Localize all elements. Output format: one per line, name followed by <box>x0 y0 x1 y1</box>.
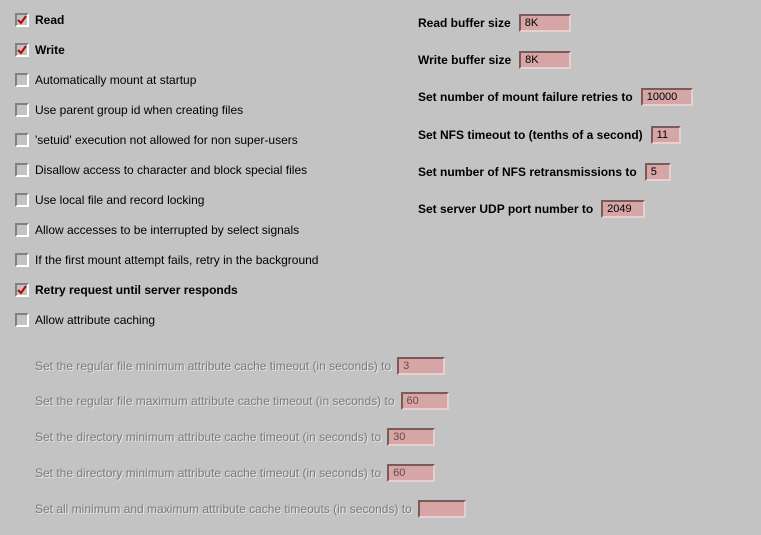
checkbox-write[interactable] <box>15 43 29 57</box>
row-reg-max: Set the regular file maximum attribute c… <box>35 390 449 412</box>
input-dir-min2[interactable]: 60 <box>387 464 435 482</box>
checkbox-row-intr: Allow accesses to be interrupted by sele… <box>15 220 299 240</box>
checkbox-row-retry: Retry request until server responds <box>15 280 238 300</box>
checkbox-label-attrcache: Allow attribute caching <box>35 313 155 327</box>
input-mount-retries[interactable]: 10000 <box>641 88 693 106</box>
label-dir-min: Set the directory minimum attribute cach… <box>35 430 381 444</box>
checkbox-parent-gid[interactable] <box>15 103 29 117</box>
input-udp-port[interactable]: 2049 <box>601 200 645 218</box>
checkbox-retry[interactable] <box>15 283 29 297</box>
checkbox-intr[interactable] <box>15 223 29 237</box>
checkbox-label-retry: Retry request until server responds <box>35 283 238 297</box>
checkbox-row-automount: Automatically mount at startup <box>15 70 196 90</box>
input-write-buffer[interactable]: 8K <box>519 51 571 69</box>
row-all-timeouts: Set all minimum and maximum attribute ca… <box>35 498 466 520</box>
checkbox-row-read: Read <box>15 10 64 30</box>
checkbox-row-setuid: 'setuid' execution not allowed for non s… <box>15 130 298 150</box>
checkbox-read[interactable] <box>15 13 29 27</box>
checkbox-label-nodev: Disallow access to character and block s… <box>35 163 307 177</box>
nfs-options-panel: Read Write Automatically mount at startu… <box>0 0 761 535</box>
row-dir-min: Set the directory minimum attribute cach… <box>35 426 435 448</box>
checkbox-row-write: Write <box>15 40 65 60</box>
checkbox-label-locking: Use local file and record locking <box>35 193 204 207</box>
checkbox-setuid[interactable] <box>15 133 29 147</box>
input-reg-min[interactable]: 3 <box>397 357 445 375</box>
row-reg-min: Set the regular file minimum attribute c… <box>35 355 445 377</box>
input-read-buffer[interactable]: 8K <box>519 14 571 32</box>
row-write-buffer: Write buffer size 8K <box>418 49 571 71</box>
checkbox-label-parent-gid: Use parent group id when creating files <box>35 103 243 117</box>
checkbox-row-attrcache: Allow attribute caching <box>15 310 155 330</box>
checkbox-label-read: Read <box>35 13 64 27</box>
label-write-buffer: Write buffer size <box>418 53 511 67</box>
label-udp-port: Set server UDP port number to <box>418 202 593 216</box>
label-reg-max: Set the regular file maximum attribute c… <box>35 394 395 408</box>
input-nfs-retrans[interactable]: 5 <box>645 163 671 181</box>
check-icon <box>17 45 27 55</box>
label-dir-min2: Set the directory minimum attribute cach… <box>35 466 381 480</box>
input-reg-max[interactable]: 60 <box>401 392 449 410</box>
check-icon <box>17 285 27 295</box>
checkbox-label-bgretry: If the first mount attempt fails, retry … <box>35 253 318 267</box>
row-mount-retries: Set number of mount failure retries to 1… <box>418 86 693 108</box>
label-read-buffer: Read buffer size <box>418 16 511 30</box>
label-mount-retries: Set number of mount failure retries to <box>418 90 633 104</box>
check-icon <box>17 15 27 25</box>
label-reg-min: Set the regular file minimum attribute c… <box>35 359 391 373</box>
checkbox-locking[interactable] <box>15 193 29 207</box>
input-nfs-timeout[interactable]: 11 <box>651 126 681 144</box>
checkbox-row-bgretry: If the first mount attempt fails, retry … <box>15 250 318 270</box>
checkbox-attrcache[interactable] <box>15 313 29 327</box>
checkbox-row-locking: Use local file and record locking <box>15 190 204 210</box>
checkbox-nodev[interactable] <box>15 163 29 177</box>
checkbox-row-nodev: Disallow access to character and block s… <box>15 160 307 180</box>
input-dir-min[interactable]: 30 <box>387 428 435 446</box>
checkbox-bgretry[interactable] <box>15 253 29 267</box>
label-nfs-timeout: Set NFS timeout to (tenths of a second) <box>418 128 643 142</box>
label-all-timeouts: Set all minimum and maximum attribute ca… <box>35 502 412 516</box>
label-nfs-retrans: Set number of NFS retransmissions to <box>418 165 637 179</box>
row-nfs-timeout: Set NFS timeout to (tenths of a second) … <box>418 124 681 146</box>
row-udp-port: Set server UDP port number to 2049 <box>418 198 645 220</box>
checkbox-label-intr: Allow accesses to be interrupted by sele… <box>35 223 299 237</box>
checkbox-row-parent-gid: Use parent group id when creating files <box>15 100 243 120</box>
row-dir-min2: Set the directory minimum attribute cach… <box>35 462 435 484</box>
input-all-timeouts[interactable] <box>418 500 466 518</box>
checkbox-label-setuid: 'setuid' execution not allowed for non s… <box>35 133 298 147</box>
checkbox-label-write: Write <box>35 43 65 57</box>
checkbox-automount[interactable] <box>15 73 29 87</box>
row-nfs-retrans: Set number of NFS retransmissions to 5 <box>418 161 671 183</box>
row-read-buffer: Read buffer size 8K <box>418 12 571 34</box>
checkbox-label-automount: Automatically mount at startup <box>35 73 196 87</box>
